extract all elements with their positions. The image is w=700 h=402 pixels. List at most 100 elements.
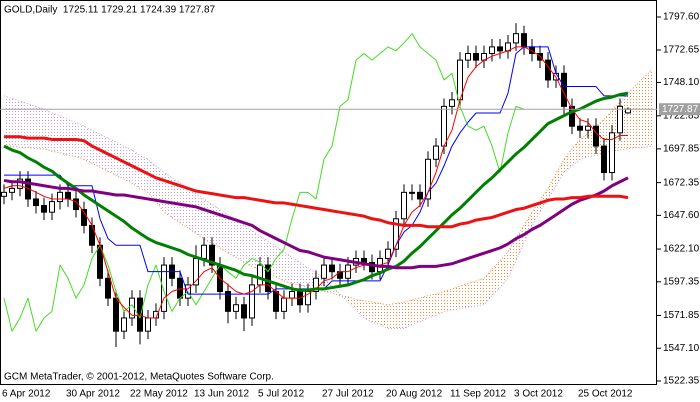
y-tick-label: 1622.10 <box>663 244 700 255</box>
cloud-span-b <box>3 95 653 330</box>
cloud-segment <box>292 257 300 285</box>
y-tick-label: 1797.60 <box>663 12 700 23</box>
cloud-segment <box>60 115 68 156</box>
cloud-segment <box>20 101 28 148</box>
candle-body <box>81 209 87 226</box>
candle-body <box>113 297 119 332</box>
x-tick-label: 25 Oct 2012 <box>578 389 633 400</box>
cloud-segment <box>572 139 580 166</box>
cloud-segment <box>148 159 156 202</box>
cloud-segment <box>580 132 588 160</box>
copyright: GCM MetaTrader, © 2001-2012, MetaQuotes … <box>4 372 274 383</box>
cloud-segment <box>188 188 196 234</box>
x-tick-label: 20 Aug 2012 <box>386 389 443 400</box>
cloud-segment <box>412 298 420 325</box>
y-tick-label: 1672.35 <box>663 177 700 188</box>
cloud-segment <box>380 303 388 329</box>
candle-body <box>17 178 23 189</box>
candle-body <box>25 178 31 200</box>
candle-body <box>393 218 399 250</box>
cloud-segment <box>196 193 204 239</box>
candle-body <box>289 291 295 299</box>
y-tick-label: 1748.10 <box>663 77 700 88</box>
cloud-segment <box>140 155 148 193</box>
cloud-segment <box>52 113 60 153</box>
last-price-box <box>659 103 700 116</box>
indicator-line <box>3 33 525 332</box>
cloud-segment <box>28 103 36 149</box>
cloud-segment <box>12 98 20 148</box>
cloud-segment <box>404 299 412 329</box>
candle-body <box>257 264 263 286</box>
candle-body <box>1 191 7 197</box>
candle-body <box>609 132 615 174</box>
chart-title: GOLD,Daily 1725.11 1729.21 1724.39 1727.… <box>4 5 216 16</box>
candle-body <box>545 59 551 81</box>
cloud-segment <box>284 251 292 284</box>
cloud-segment <box>340 294 348 303</box>
candle-body <box>57 191 63 203</box>
x-tick-label: 27 Jul 2012 <box>322 389 374 400</box>
cloud-segment <box>276 246 284 281</box>
cloud-segment <box>420 295 428 322</box>
indicator-line <box>3 176 629 270</box>
candle-body <box>65 191 71 200</box>
candle-body <box>41 205 47 213</box>
candle-body <box>281 297 287 312</box>
last-price-label: 1727.87 <box>662 104 699 115</box>
cloud-segment <box>564 148 572 173</box>
cloud-segment <box>396 302 404 329</box>
candle-body <box>145 317 151 332</box>
y-tick-label: 1722.85 <box>663 110 700 121</box>
cloud-segment <box>436 291 444 316</box>
x-tick-label: 6 Apr 2012 <box>2 389 51 400</box>
candle-body <box>273 291 279 312</box>
candle-body <box>361 257 367 263</box>
candle-body <box>177 277 183 299</box>
x-tick-label: 5 Jul 2012 <box>258 389 305 400</box>
candle-body <box>625 108 631 114</box>
cloud-segment <box>244 225 252 267</box>
cloud-segment <box>556 159 564 186</box>
cloud-segment <box>460 283 468 309</box>
candle-body <box>209 244 215 266</box>
cloud-segment <box>236 220 244 263</box>
cloud-span-a <box>4 69 653 306</box>
candle-body <box>561 72 567 107</box>
cloud-segment <box>300 262 308 288</box>
cloud-segment <box>364 300 372 322</box>
candle-body <box>617 105 623 134</box>
indicator-line <box>4 135 629 229</box>
candle-body <box>521 33 527 48</box>
candle-body <box>513 33 519 44</box>
candle-body <box>401 191 407 220</box>
cloud-segment <box>212 204 220 248</box>
candle-body <box>569 105 575 127</box>
candle-body <box>89 224 95 246</box>
candle-body <box>241 304 247 319</box>
candle-body <box>593 125 599 147</box>
candle-body <box>49 201 55 213</box>
candle-body <box>233 304 239 312</box>
cloud-segment <box>548 173 556 199</box>
candle-body <box>265 264 271 293</box>
x-tick-label: 30 Apr 2012 <box>66 389 120 400</box>
candle-body <box>497 46 503 52</box>
candle-body <box>369 261 375 273</box>
cloud-segment <box>204 198 212 244</box>
candle-body <box>121 317 127 332</box>
candle-body <box>441 105 447 147</box>
candle-body <box>409 191 415 194</box>
candle-body <box>33 198 39 207</box>
y-tick-label: 1571.85 <box>663 310 700 321</box>
candle-body <box>425 158 431 200</box>
candle-body <box>9 187 15 193</box>
y-tick-label: 1697.85 <box>663 144 700 155</box>
cloud-segment <box>508 238 516 279</box>
cloud-segment <box>4 95 12 147</box>
y-tick-label: 1647.60 <box>663 210 700 221</box>
indicator-line <box>3 91 629 292</box>
cloud-segment <box>372 302 380 325</box>
cloud-segment <box>44 109 52 152</box>
